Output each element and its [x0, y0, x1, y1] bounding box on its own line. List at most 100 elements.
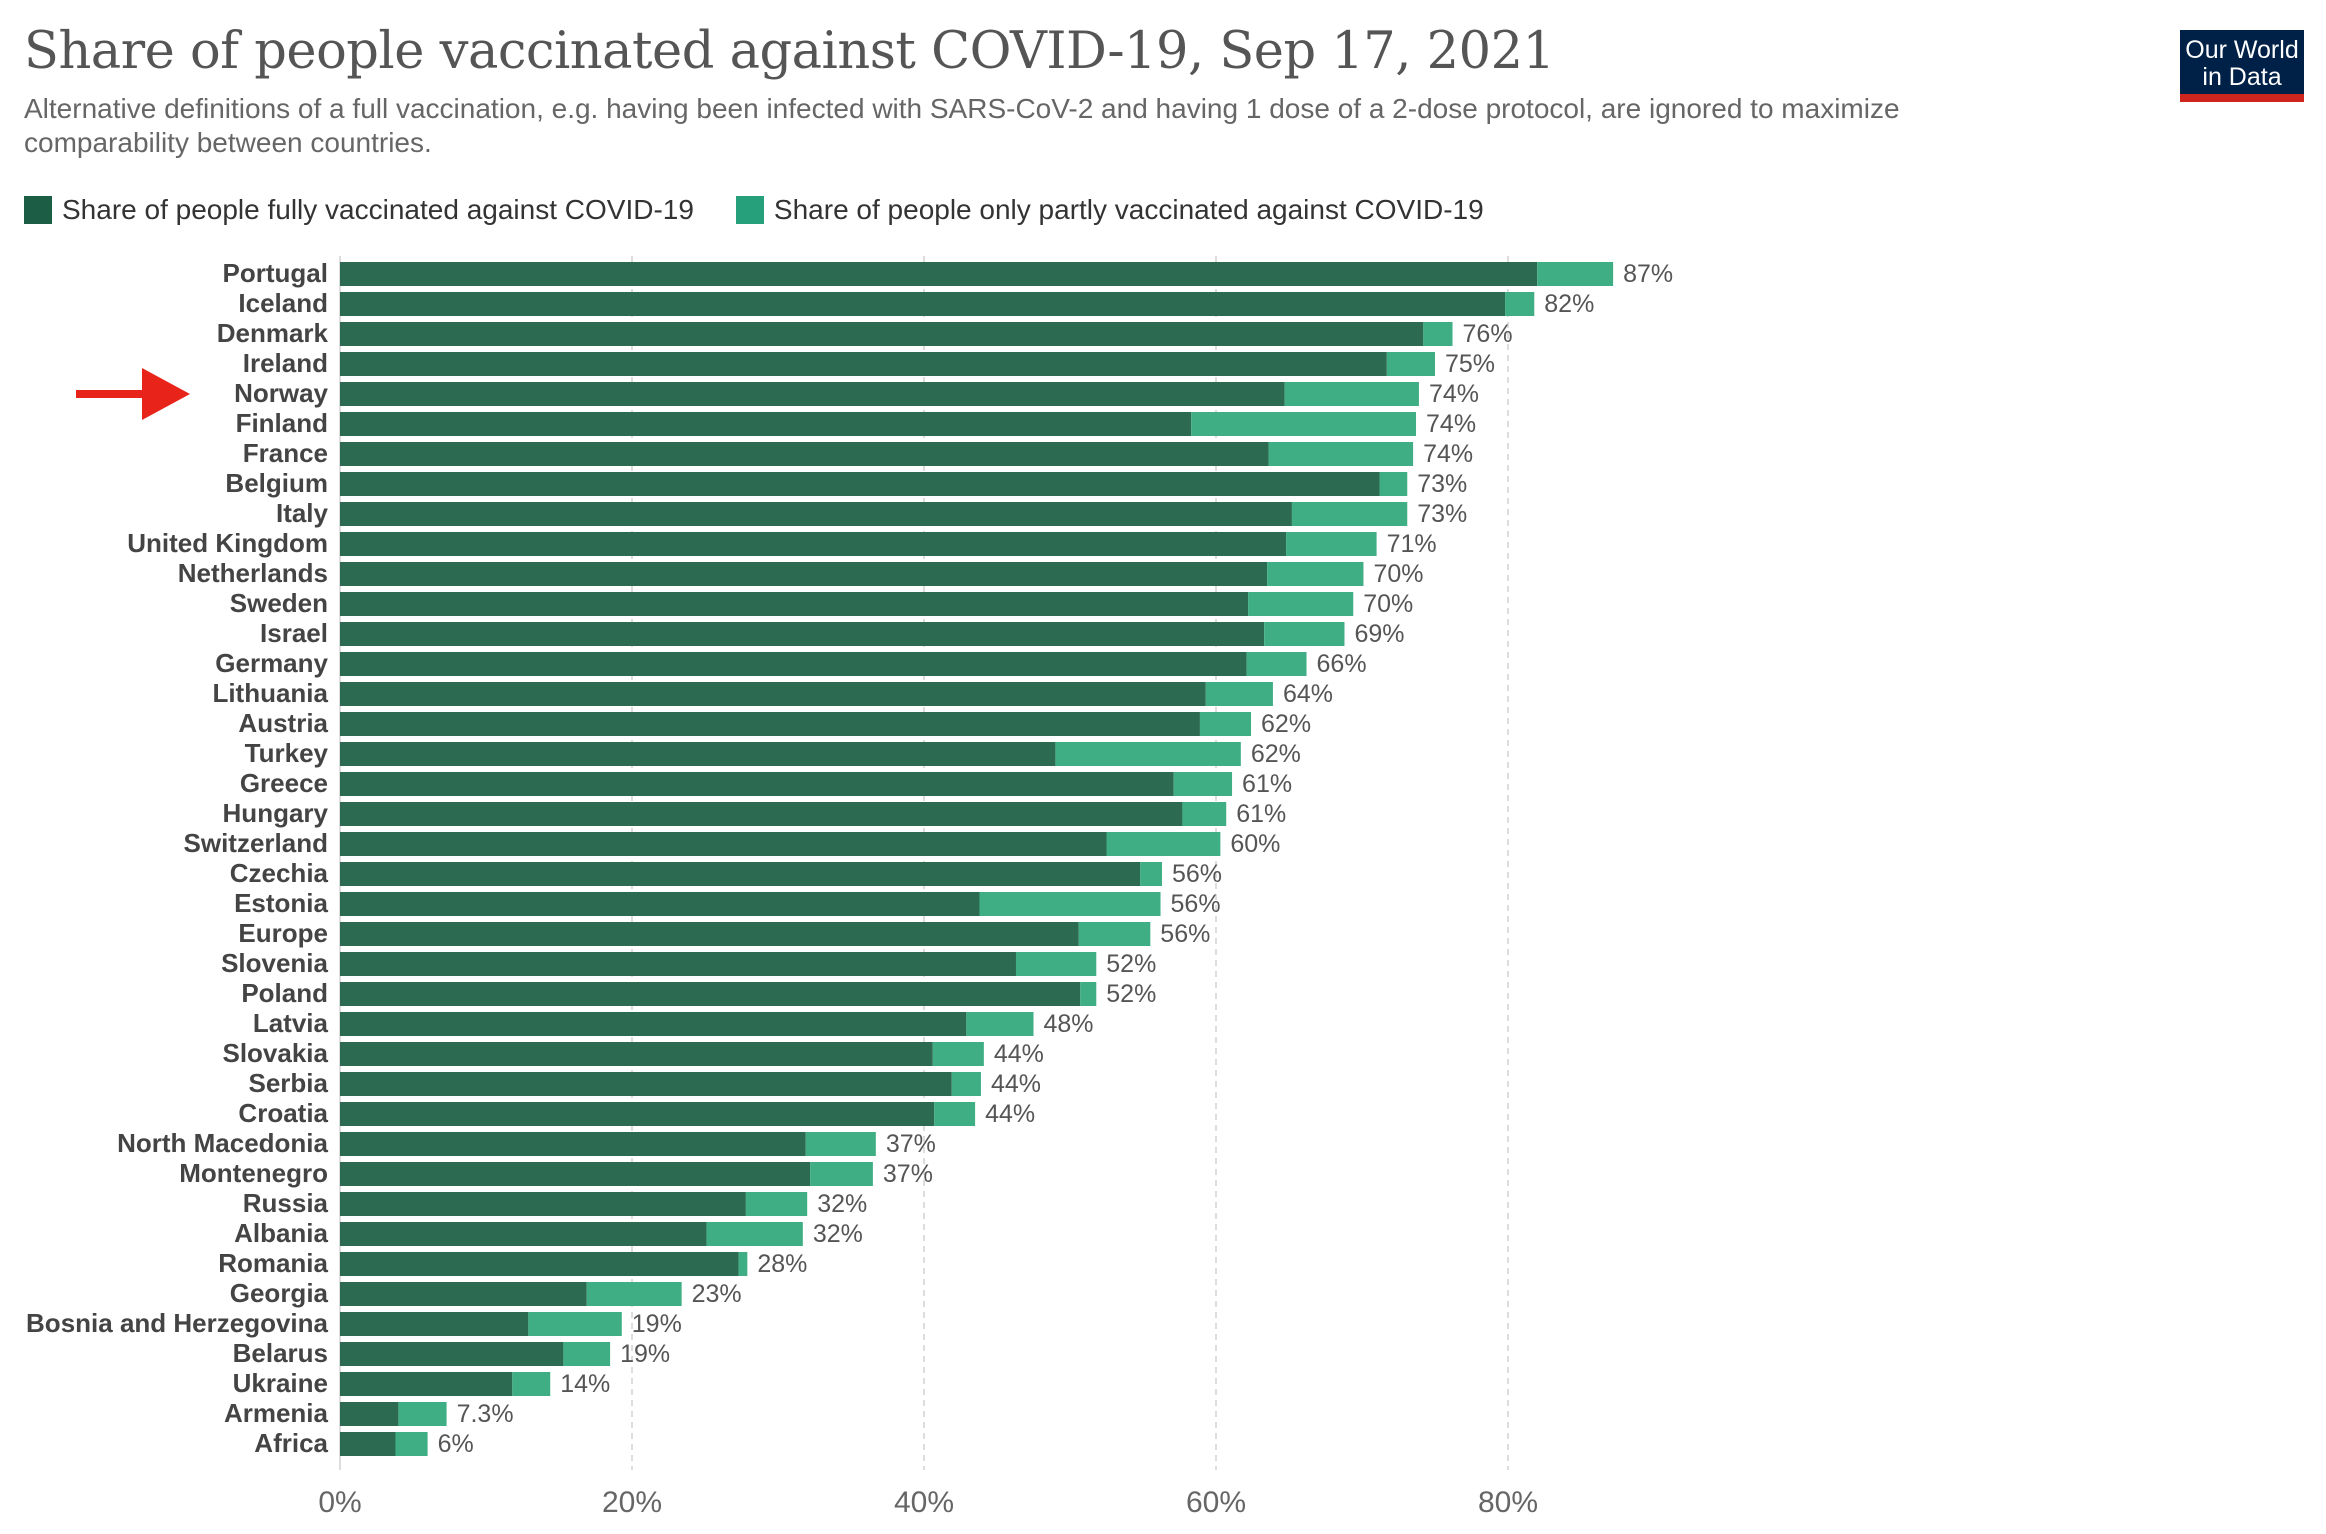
bar-partly-vaccinated[interactable] [1505, 292, 1535, 316]
bar-row-israel[interactable]: Israel 69% [260, 618, 1404, 648]
bar-partly-vaccinated[interactable] [512, 1372, 551, 1396]
bar-partly-vaccinated[interactable] [528, 1312, 622, 1336]
bar-fully-vaccinated[interactable] [340, 772, 1174, 796]
bar-fully-vaccinated[interactable] [340, 682, 1206, 706]
bar-fully-vaccinated[interactable] [340, 472, 1380, 496]
bar-fully-vaccinated[interactable] [340, 1402, 399, 1426]
bar-fully-vaccinated[interactable] [340, 442, 1269, 466]
bar-partly-vaccinated[interactable] [706, 1222, 803, 1246]
bar-fully-vaccinated[interactable] [340, 622, 1265, 646]
bar-partly-vaccinated[interactable] [745, 1192, 808, 1216]
bar-partly-vaccinated[interactable] [1248, 592, 1354, 616]
bar-partly-vaccinated[interactable] [1267, 562, 1364, 586]
bar-row-austria[interactable]: Austria 62% [238, 708, 1311, 738]
bar-row-bosnia-and-herzegovina[interactable]: Bosnia and Herzegovina 19% [26, 1308, 682, 1338]
bar-partly-vaccinated[interactable] [586, 1282, 682, 1306]
bar-fully-vaccinated[interactable] [340, 1372, 513, 1396]
bar-fully-vaccinated[interactable] [340, 712, 1200, 736]
bar-partly-vaccinated[interactable] [1078, 922, 1151, 946]
bar-row-romania[interactable]: Romania 28% [218, 1248, 807, 1278]
bar-partly-vaccinated[interactable] [1182, 802, 1227, 826]
bar-fully-vaccinated[interactable] [340, 262, 1538, 286]
bar-row-norway[interactable]: Norway 74% [234, 378, 1479, 408]
bar-row-lithuania[interactable]: Lithuania 64% [212, 678, 1333, 708]
bar-fully-vaccinated[interactable] [340, 952, 1016, 976]
bar-row-georgia[interactable]: Georgia 23% [230, 1278, 742, 1308]
bar-partly-vaccinated[interactable] [1140, 862, 1162, 886]
bar-fully-vaccinated[interactable] [340, 1342, 564, 1366]
bar-row-denmark[interactable]: Denmark 76% [217, 318, 1513, 348]
bar-row-montenegro[interactable]: Montenegro 37% [179, 1158, 933, 1188]
bar-fully-vaccinated[interactable] [340, 1282, 587, 1306]
bar-partly-vaccinated[interactable] [1080, 982, 1097, 1006]
bar-fully-vaccinated[interactable] [340, 352, 1387, 376]
bar-row-italy[interactable]: Italy 73% [276, 498, 1467, 528]
bar-fully-vaccinated[interactable] [340, 382, 1285, 406]
bar-row-germany[interactable]: Germany 66% [215, 648, 1366, 678]
bar-partly-vaccinated[interactable] [1537, 262, 1614, 286]
bar-fully-vaccinated[interactable] [340, 742, 1056, 766]
bar-row-ireland[interactable]: Ireland 75% [243, 348, 1495, 378]
bar-row-iceland[interactable]: Iceland 82% [238, 288, 1594, 318]
bar-partly-vaccinated[interactable] [1386, 352, 1435, 376]
bar-fully-vaccinated[interactable] [340, 1222, 707, 1246]
bar-fully-vaccinated[interactable] [340, 982, 1081, 1006]
bar-partly-vaccinated[interactable] [1106, 832, 1221, 856]
bar-row-slovenia[interactable]: Slovenia 52% [221, 948, 1156, 978]
bar-fully-vaccinated[interactable] [340, 922, 1079, 946]
bar-partly-vaccinated[interactable] [805, 1132, 876, 1156]
bar-fully-vaccinated[interactable] [340, 1132, 806, 1156]
bar-row-ukraine[interactable]: Ukraine 14% [233, 1368, 611, 1398]
bar-row-croatia[interactable]: Croatia 44% [238, 1098, 1035, 1128]
bar-fully-vaccinated[interactable] [340, 832, 1107, 856]
bar-partly-vaccinated[interactable] [1205, 682, 1273, 706]
bar-row-russia[interactable]: Russia 32% [243, 1188, 868, 1218]
bar-row-belarus[interactable]: Belarus 19% [233, 1338, 671, 1368]
bar-row-slovakia[interactable]: Slovakia 44% [222, 1038, 1043, 1068]
legend-item-partly[interactable]: Share of people only partly vaccinated a… [735, 194, 1484, 226]
bar-partly-vaccinated[interactable] [1291, 502, 1408, 526]
bar-fully-vaccinated[interactable] [340, 532, 1287, 556]
bar-partly-vaccinated[interactable] [979, 892, 1161, 916]
bar-row-europe[interactable]: Europe 56% [238, 918, 1210, 948]
bar-partly-vaccinated[interactable] [1199, 712, 1252, 736]
bar-row-latvia[interactable]: Latvia 48% [253, 1008, 1094, 1038]
bar-row-albania[interactable]: Albania 32% [234, 1218, 863, 1248]
bar-partly-vaccinated[interactable] [1286, 532, 1377, 556]
bar-partly-vaccinated[interactable] [563, 1342, 611, 1366]
bar-partly-vaccinated[interactable] [1246, 652, 1307, 676]
bar-row-sweden[interactable]: Sweden 70% [230, 588, 1414, 618]
bar-row-netherlands[interactable]: Netherlands 70% [178, 558, 1424, 588]
bar-fully-vaccinated[interactable] [340, 1102, 935, 1126]
bar-row-belgium[interactable]: Belgium 73% [225, 468, 1467, 498]
bar-row-greece[interactable]: Greece 61% [240, 768, 1292, 798]
bar-fully-vaccinated[interactable] [340, 1312, 529, 1336]
bar-row-africa[interactable]: Africa 6% [254, 1428, 473, 1458]
bar-fully-vaccinated[interactable] [340, 292, 1506, 316]
bar-row-switzerland[interactable]: Switzerland 60% [184, 828, 1281, 858]
bar-row-czechia[interactable]: Czechia 56% [230, 858, 1222, 888]
bar-partly-vaccinated[interactable] [1015, 952, 1097, 976]
bar-partly-vaccinated[interactable] [738, 1252, 748, 1276]
owid-logo[interactable]: Our World in Data [2180, 30, 2304, 102]
bar-fully-vaccinated[interactable] [340, 1252, 739, 1276]
bar-partly-vaccinated[interactable] [966, 1012, 1034, 1036]
bar-fully-vaccinated[interactable] [340, 502, 1292, 526]
bar-row-finland[interactable]: Finland 74% [236, 408, 1477, 438]
bar-partly-vaccinated[interactable] [1264, 622, 1345, 646]
bar-row-poland[interactable]: Poland 52% [241, 978, 1156, 1008]
bar-row-france[interactable]: France 74% [243, 438, 1473, 468]
bar-fully-vaccinated[interactable] [340, 1012, 967, 1036]
bar-row-serbia[interactable]: Serbia 44% [249, 1068, 1041, 1098]
bar-partly-vaccinated[interactable] [395, 1432, 428, 1456]
bar-partly-vaccinated[interactable] [934, 1102, 976, 1126]
bar-row-north-macedonia[interactable]: North Macedonia 37% [117, 1128, 936, 1158]
bar-row-armenia[interactable]: Armenia 7.3% [224, 1398, 514, 1428]
bar-fully-vaccinated[interactable] [340, 1192, 746, 1216]
bar-fully-vaccinated[interactable] [340, 892, 980, 916]
bar-partly-vaccinated[interactable] [398, 1402, 447, 1426]
bar-row-united-kingdom[interactable]: United Kingdom 71% [127, 528, 1436, 558]
bar-row-hungary[interactable]: Hungary 61% [223, 798, 1287, 828]
bar-partly-vaccinated[interactable] [1055, 742, 1241, 766]
bar-fully-vaccinated[interactable] [340, 802, 1183, 826]
